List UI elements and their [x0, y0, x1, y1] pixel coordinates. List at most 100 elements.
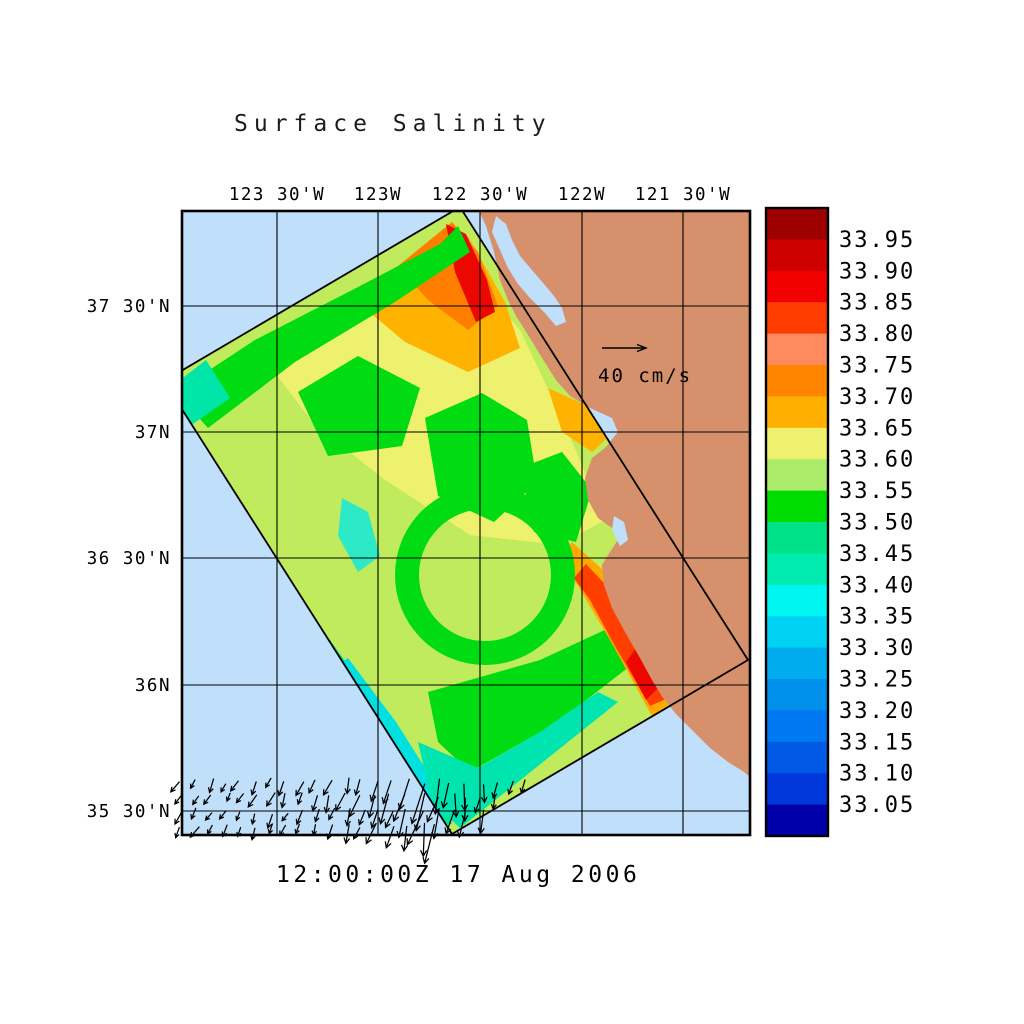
colorbar-segment: [767, 553, 827, 586]
current-vector: [353, 779, 361, 797]
colorbar-label: 33.40: [839, 573, 915, 598]
longitude-tick-label: 123 30'W: [229, 185, 325, 205]
current-vector: [384, 811, 394, 829]
colorbar-label: 33.80: [839, 322, 915, 347]
colorbar-segment: [767, 741, 827, 774]
current-vector: [265, 792, 276, 808]
current-vector: [473, 797, 481, 814]
colorbar-segment: [767, 804, 827, 837]
current-vector: [190, 807, 197, 821]
current-vector: [203, 794, 212, 806]
longitude-tick-label: 121 30'W: [635, 185, 731, 205]
current-vector: [281, 812, 289, 822]
vector-scale-label: 40 cm/s: [598, 365, 692, 387]
current-vector: [250, 781, 257, 796]
colorbar-segment: [767, 679, 827, 711]
colorbar-segment: [767, 710, 827, 743]
current-vector: [323, 795, 331, 814]
eddy-ring: [395, 485, 575, 665]
current-vector: [192, 795, 200, 806]
salinity-patch: [626, 648, 658, 700]
colorbar-segment: [767, 490, 827, 523]
latitude-tick-label: 37N: [135, 423, 171, 443]
current-vector: [247, 794, 258, 808]
colorbar-label: 33.50: [839, 511, 915, 536]
current-vector: [366, 794, 376, 819]
salinity-patch: [338, 498, 380, 572]
colorbar-label: 33.60: [839, 448, 915, 473]
current-vector: [328, 807, 336, 821]
current-vector: [207, 778, 215, 794]
land-california: [478, 211, 750, 777]
plot-title: Surface Salinity: [234, 111, 552, 137]
colorbar-segment: [767, 270, 827, 303]
longitude-tick-label: 122W: [558, 185, 606, 205]
bay-water: [492, 216, 566, 326]
current-vector: [461, 797, 469, 823]
current-vector: [422, 824, 436, 865]
current-vector: [204, 812, 213, 821]
colorbar-segment: [767, 365, 827, 397]
salinity-patch: [298, 356, 420, 456]
colorbar-segment: [767, 208, 827, 240]
current-vector: [491, 782, 499, 800]
colorbar-label: 33.15: [839, 730, 915, 755]
current-vector: [378, 793, 390, 825]
current-vector: [519, 779, 526, 795]
bay-water: [612, 516, 628, 546]
axis-labels: 123 30'W 123W 122 30'W 122W 121 30'W 37 30'N 3…: [87, 185, 731, 822]
latitude-tick-label: 36N: [135, 676, 171, 696]
current-vector: [265, 777, 272, 789]
current-vector: [174, 826, 180, 839]
colorbar-label: 33.85: [839, 291, 915, 316]
colorbar-segment: [767, 616, 827, 649]
current-vector: [507, 780, 514, 796]
colorbar-segment: [767, 396, 827, 429]
current-vector: [235, 811, 241, 822]
latitude-tick-label: 36 30'N: [87, 549, 171, 569]
colorbar-label: 33.75: [839, 354, 915, 379]
colorbar-segment: [767, 522, 827, 554]
current-vector: [432, 778, 441, 816]
salinity-patch: [428, 622, 648, 772]
current-vector: [477, 809, 485, 835]
current-vector: [313, 808, 320, 823]
vector-scale-arrow: [602, 343, 648, 353]
colorbar-label: 33.25: [839, 668, 915, 693]
colorbar-border: [764, 206, 830, 838]
salinity-patch: [182, 226, 470, 428]
salinity-patch: [418, 692, 618, 828]
current-vector: [344, 808, 352, 827]
current-vector: [250, 813, 256, 826]
current-vector: [365, 822, 377, 845]
current-vector: [169, 781, 180, 793]
current-vector: [440, 782, 450, 809]
current-vector: [277, 781, 285, 797]
current-vector: [229, 780, 239, 792]
colorbar-label: 33.30: [839, 636, 915, 661]
current-vector: [295, 781, 305, 797]
colorbar-segment: [767, 584, 827, 617]
timestamp-label: 12:00:00Z 17 Aug 2006: [276, 862, 640, 888]
current-vector: [266, 813, 274, 830]
current-vector: [392, 793, 406, 823]
plot-frame: [180, 209, 752, 837]
current-vector: [294, 823, 301, 835]
colorbar-segment: [767, 427, 827, 460]
current-vector: [335, 792, 346, 812]
salinity-patch: [548, 388, 614, 452]
salinity-patch: [182, 360, 230, 426]
current-vector: [220, 783, 227, 794]
colorbar-label: 33.35: [839, 605, 915, 630]
current-vector: [279, 792, 286, 809]
colorbar-segment: [767, 239, 827, 272]
colorbar-segment: [767, 459, 827, 492]
current-vector: [235, 793, 245, 804]
colorbar-segment: [767, 302, 827, 335]
colorbar-label: 33.70: [839, 385, 915, 410]
current-vector: [400, 825, 409, 853]
map-layers: 33.95 33.90 33.85 33.80 33.75 33.70 33.65 33.60…: [87, 185, 915, 865]
colorbar: 33.95 33.90 33.85 33.80 33.75 33.70 33.65 33.60…: [764, 206, 915, 838]
latitude-tick-label: 35 30'N: [87, 802, 171, 822]
